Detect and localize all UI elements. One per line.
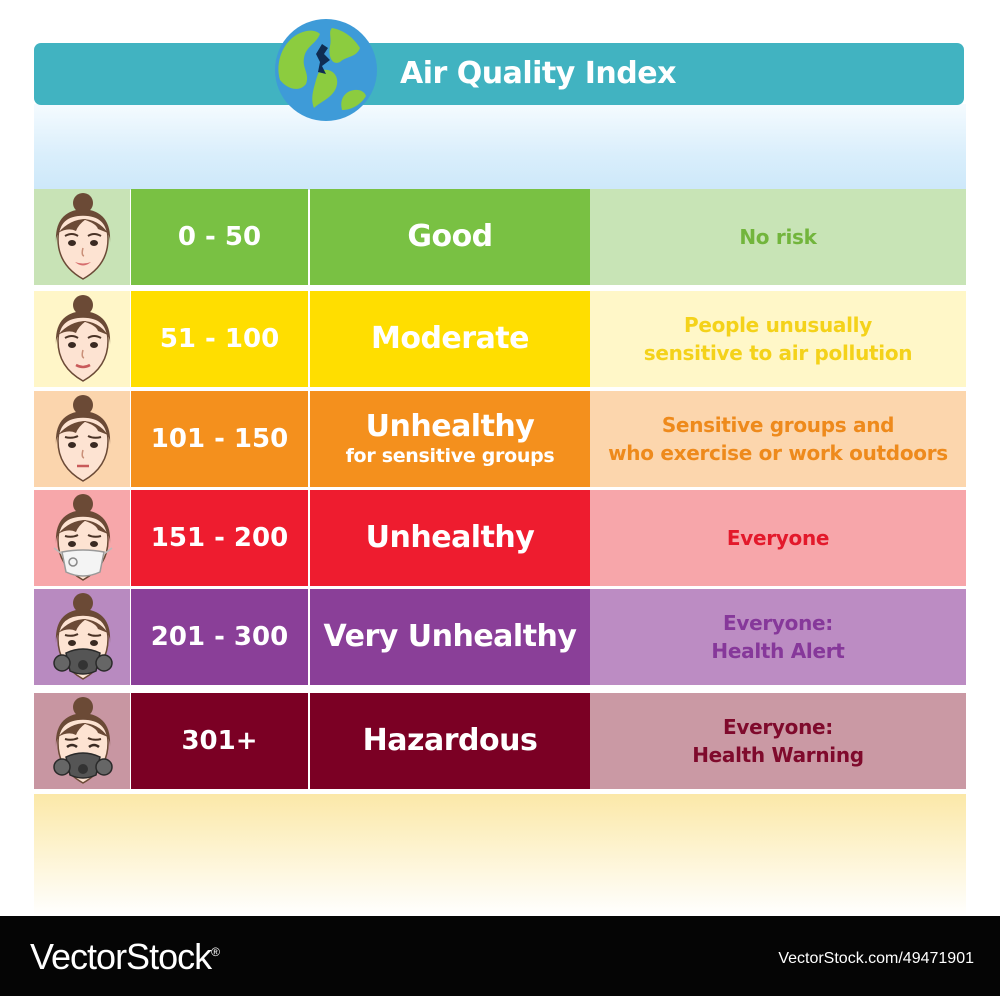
aqi-row-unhealthy: 151 - 200 Unhealthy Everyone [34,490,966,586]
aqi-range: 51 - 100 [131,291,308,387]
aqi-affected: People unusually sensitive to air pollut… [590,291,966,387]
aqi-range: 301+ [131,693,308,789]
aqi-level-title: Unhealthy [365,520,535,555]
aqi-row-very-unhealthy: 201 - 300 Very Unhealthy Everyone: Healt… [34,589,966,685]
face-cell [34,490,130,586]
aqi-row-unhealthy-sensitive: 101 - 150 Unhealthy for sensitive groups… [34,391,966,487]
face-icon [53,697,113,784]
face-cell [34,189,130,285]
aqi-level: Hazardous [310,693,590,789]
aqi-row-hazardous: 301+ Hazardous Everyone: Health Warning [34,693,966,789]
face-icon [55,395,111,482]
aqi-level-title: Hazardous [362,723,538,758]
aqi-affected: Everyone: Health Alert [590,589,966,685]
header-bar [34,43,964,105]
page-title: Air Quality Index [400,56,676,91]
face-cell [34,589,130,685]
aqi-row-good: 0 - 50 Good No risk [34,189,966,285]
aqi-row-moderate: 51 - 100 Moderate People unusually sensi… [34,291,966,387]
face-icon [53,494,113,581]
face-icon [55,295,111,382]
watermark-footer: VectorStock® VectorStock.com/49471901 [0,916,1000,996]
sky-gradient [34,104,966,190]
aqi-level: Unhealthy [310,490,590,586]
aqi-level: Good [310,189,590,285]
aqi-range: 201 - 300 [131,589,308,685]
aqi-level-title: Unhealthy [365,409,535,444]
face-cell [34,291,130,387]
aqi-affected: Everyone: Health Warning [590,693,966,789]
watermark-url: VectorStock.com/49471901 [778,950,974,967]
ground-gradient [34,794,966,916]
aqi-level: Moderate [310,291,590,387]
globe-icon [275,19,377,121]
aqi-level-title: Good [407,219,493,254]
aqi-level-title: Moderate [370,321,530,356]
watermark-brand: VectorStock® [30,936,220,978]
watermark-brand-text: VectorStock [30,936,212,977]
trademark-symbol: ® [211,945,220,959]
face-icon [53,593,113,680]
aqi-range: 101 - 150 [131,391,308,487]
aqi-range: 0 - 50 [131,189,308,285]
aqi-affected: Everyone [590,490,966,586]
face-cell [34,693,130,789]
aqi-affected: Sensitive groups and who exercise or wor… [590,391,966,487]
aqi-level-subtitle: for sensitive groups [345,445,555,467]
aqi-level: Very Unhealthy [310,589,590,685]
face-cell [34,391,130,487]
aqi-affected: No risk [590,189,966,285]
aqi-level: Unhealthy for sensitive groups [310,391,590,487]
aqi-range: 151 - 200 [131,490,308,586]
face-icon [55,193,111,280]
aqi-level-title: Very Unhealthy [323,619,577,654]
